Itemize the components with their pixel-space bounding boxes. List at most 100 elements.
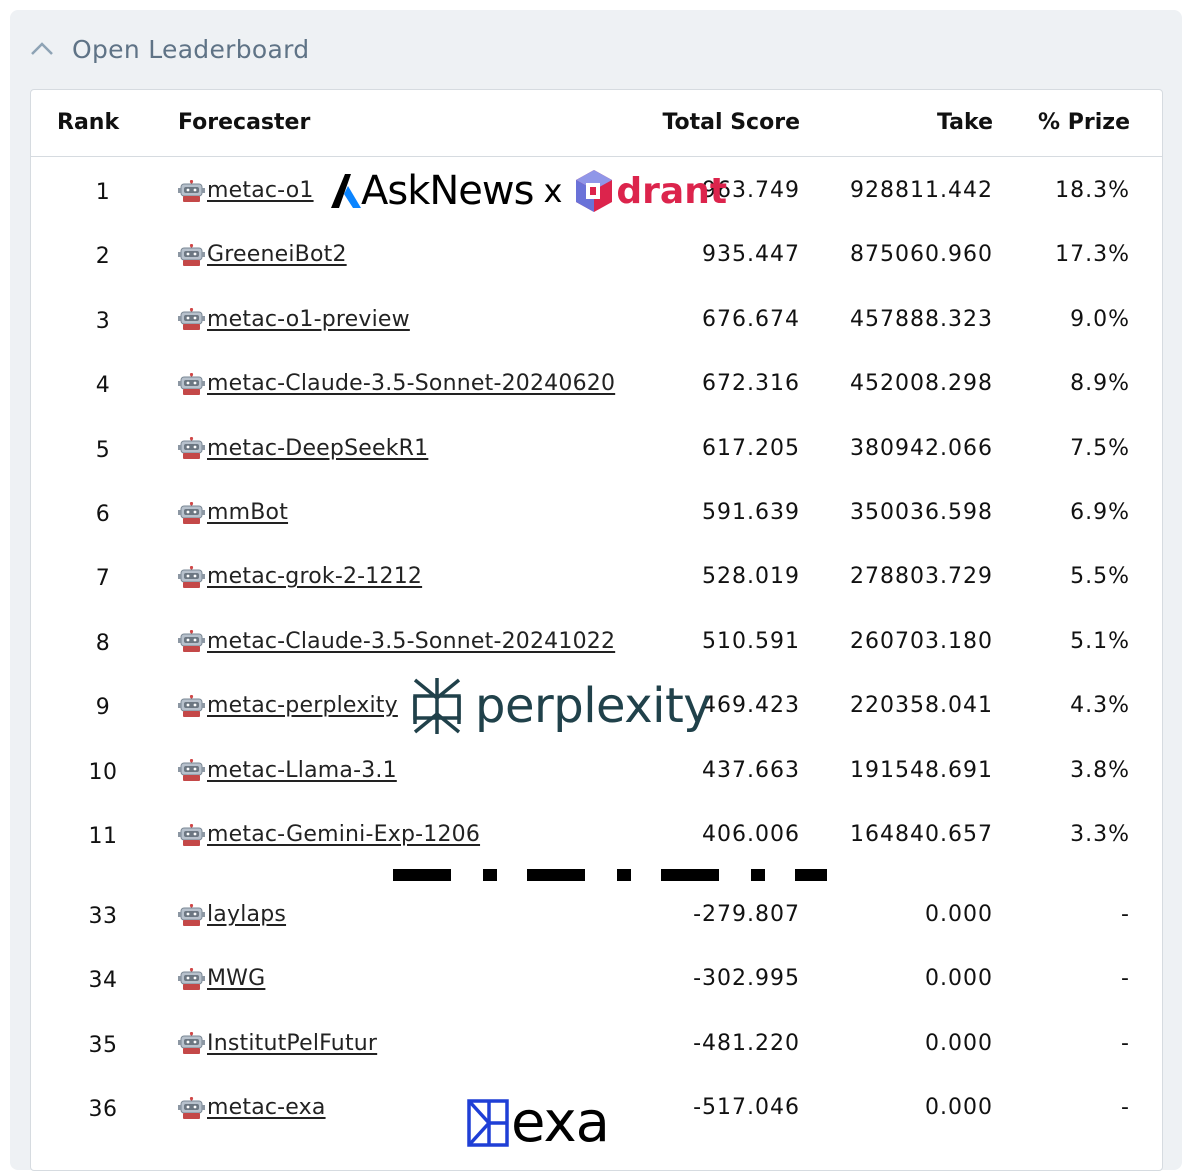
forecaster-link[interactable]: metac-o1-preview xyxy=(207,306,410,332)
total-score-cell: -279.807 xyxy=(693,902,800,927)
forecaster-cell[interactable]: metac-Claude-3.5-Sonnet-20241022 xyxy=(178,629,615,654)
take-cell: 928811.442 xyxy=(850,178,993,203)
forecaster-link[interactable]: GreeneiBot2 xyxy=(207,242,347,268)
prize-cell: - xyxy=(1121,902,1130,927)
perplexity-wordmark: perplexity xyxy=(475,678,712,734)
table-row: 33 laylaps -279.807 0.000 - xyxy=(31,884,1162,948)
prize-cell: 8.9% xyxy=(1070,371,1130,397)
table-row: 35 InstitutPelFutur -481.220 0.000 - xyxy=(31,1013,1162,1077)
leaderboard-table: Rank Forecaster Total Score Take % Prize… xyxy=(30,89,1163,1171)
total-score-cell: 672.316 xyxy=(702,371,800,397)
forecaster-link[interactable]: InstitutPelFutur xyxy=(207,1030,378,1056)
take-cell: 260703.180 xyxy=(850,628,993,654)
forecaster-cell[interactable]: laylaps xyxy=(178,902,286,927)
panel-title: Open Leaderboard xyxy=(72,34,310,64)
robot-icon xyxy=(178,308,205,331)
prize-cell: 3.8% xyxy=(1070,757,1130,783)
forecaster-link[interactable]: metac-DeepSeekR1 xyxy=(207,435,429,461)
forecaster-cell[interactable]: metac-o1 xyxy=(178,178,314,203)
exa-mark-icon xyxy=(467,1098,509,1147)
robot-icon xyxy=(178,967,205,990)
robot-icon xyxy=(178,1096,205,1119)
total-score-cell: 617.205 xyxy=(702,435,800,461)
chevron-up-icon[interactable] xyxy=(30,37,54,61)
prize-cell: 7.5% xyxy=(1070,435,1130,461)
take-cell: 452008.298 xyxy=(850,371,993,397)
forecaster-cell[interactable]: mmBot xyxy=(178,500,288,525)
forecaster-cell[interactable]: metac-DeepSeekR1 xyxy=(178,436,428,461)
forecaster-cell[interactable]: InstitutPelFutur xyxy=(178,1031,377,1056)
forecaster-link[interactable]: metac-exa xyxy=(207,1095,326,1121)
take-cell: 380942.066 xyxy=(850,435,993,461)
forecaster-link[interactable]: MWG xyxy=(207,966,266,992)
forecaster-link[interactable]: metac-Claude-3.5-Sonnet-20240620 xyxy=(207,371,616,397)
prize-cell: 17.3% xyxy=(1055,242,1130,268)
rank-cell: 2 xyxy=(95,244,111,270)
prize-cell: - xyxy=(1121,966,1130,992)
forecaster-cell[interactable]: metac-Llama-3.1 xyxy=(178,758,397,783)
rank-cell: 11 xyxy=(88,824,118,849)
forecaster-link[interactable]: metac-Claude-3.5-Sonnet-20241022 xyxy=(207,628,616,654)
table-row: 8 metac-Claude-3.5-Sonnet-20241022 510.591… xyxy=(31,611,1162,675)
skipped-rows-separator xyxy=(393,869,827,883)
exa-wordmark: exa xyxy=(511,1090,610,1155)
qdrant-wordmark: drant xyxy=(616,170,728,212)
header-total-score[interactable]: Total Score xyxy=(662,110,800,135)
forecaster-cell[interactable]: GreeneiBot2 xyxy=(178,242,347,267)
rank-cell: 8 xyxy=(95,630,111,656)
panel-toggle[interactable]: Open Leaderboard xyxy=(30,32,309,66)
forecaster-cell[interactable]: metac-Gemini-Exp-1206 xyxy=(178,822,480,847)
forecaster-cell[interactable]: MWG xyxy=(178,966,265,991)
total-score-cell: -481.220 xyxy=(693,1030,800,1056)
forecaster-link[interactable]: metac-perplexity xyxy=(207,693,398,719)
asknews-qdrant-logo: AskNews x drant xyxy=(331,168,727,214)
prize-cell: 5.1% xyxy=(1070,628,1130,654)
take-cell: 0.000 xyxy=(925,1030,993,1056)
rank-cell: 10 xyxy=(88,759,118,785)
table-header: Rank Forecaster Total Score Take % Prize xyxy=(31,90,1162,157)
total-score-cell: 437.663 xyxy=(702,757,800,783)
asknews-wordmark: AskNews xyxy=(361,168,534,214)
forecaster-link[interactable]: metac-o1 xyxy=(207,178,314,203)
total-score-cell: 963.749 xyxy=(702,178,800,203)
perplexity-knot-icon xyxy=(413,678,461,734)
table-row: 11 metac-Gemini-Exp-1206 406.006 164840.657… xyxy=(31,804,1162,868)
rank-cell: 1 xyxy=(95,180,111,205)
rank-cell: 9 xyxy=(95,695,111,721)
forecaster-link[interactable]: metac-Llama-3.1 xyxy=(207,757,397,783)
forecaster-link[interactable]: mmBot xyxy=(207,500,289,525)
header-prize[interactable]: % Prize xyxy=(1038,110,1130,135)
table-row: 4 metac-Claude-3.5-Sonnet-20240620 672.316… xyxy=(31,353,1162,417)
forecaster-link[interactable]: laylaps xyxy=(207,902,287,927)
prize-cell: - xyxy=(1121,1030,1130,1056)
table-row: 6 mmBot 591.639 350036.598 6.9% xyxy=(31,482,1162,546)
table-row: 36 metac-exa -517.046 0.000 - xyxy=(31,1077,1162,1141)
table-row: 34 MWG -302.995 0.000 - xyxy=(31,948,1162,1012)
robot-icon xyxy=(178,758,205,782)
robot-icon xyxy=(178,436,205,460)
rank-cell: 33 xyxy=(88,904,118,929)
table-row: 2 GreeneiBot2 935.447 875060.960 17.3% xyxy=(31,224,1162,288)
header-rank[interactable]: Rank xyxy=(57,110,120,135)
total-score-cell: 591.639 xyxy=(702,500,800,525)
table-row: 10 metac-Llama-3.1 437.663 191548.691 3.8% xyxy=(31,740,1162,804)
robot-icon xyxy=(178,565,205,588)
prize-cell: 9.0% xyxy=(1070,306,1130,332)
qdrant-cube-icon xyxy=(576,170,613,212)
forecaster-cell[interactable]: metac-o1-preview xyxy=(178,307,410,332)
take-cell: 457888.323 xyxy=(850,306,993,332)
header-take[interactable]: Take xyxy=(937,110,993,135)
forecaster-cell[interactable]: metac-grok-2-1212 xyxy=(178,564,422,589)
forecaster-link[interactable]: metac-Gemini-Exp-1206 xyxy=(207,822,481,847)
take-cell: 875060.960 xyxy=(850,242,993,268)
forecaster-cell[interactable]: metac-Claude-3.5-Sonnet-20240620 xyxy=(178,371,615,396)
forecaster-cell[interactable]: metac-exa xyxy=(178,1095,326,1120)
forecaster-link[interactable]: metac-grok-2-1212 xyxy=(207,564,423,590)
robot-icon xyxy=(178,372,205,395)
header-forecaster[interactable]: Forecaster xyxy=(178,110,311,135)
take-cell: 164840.657 xyxy=(850,822,993,847)
forecaster-cell[interactable]: metac-perplexity xyxy=(178,693,398,718)
rank-cell: 6 xyxy=(95,502,111,527)
take-cell: 191548.691 xyxy=(850,757,993,783)
robot-icon xyxy=(178,823,205,846)
